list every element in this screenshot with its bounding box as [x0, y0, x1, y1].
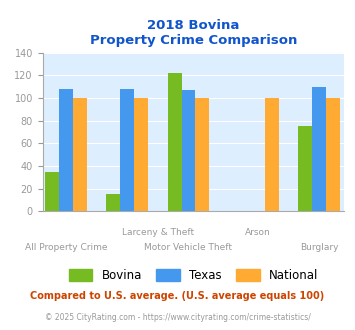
Bar: [73, 98, 87, 211]
Text: Motor Vehicle Theft: Motor Vehicle Theft: [144, 243, 233, 252]
Bar: [195, 98, 209, 211]
Bar: [45, 172, 59, 211]
Bar: [326, 98, 340, 211]
Text: © 2025 CityRating.com - https://www.cityrating.com/crime-statistics/: © 2025 CityRating.com - https://www.city…: [45, 313, 310, 322]
Text: Larceny & Theft: Larceny & Theft: [122, 228, 194, 237]
Title: 2018 Bovina
Property Crime Comparison: 2018 Bovina Property Crime Comparison: [90, 19, 297, 48]
Bar: [265, 98, 279, 211]
Bar: [312, 87, 326, 211]
Text: Burglary: Burglary: [300, 243, 339, 252]
Bar: [168, 73, 181, 211]
Bar: [120, 89, 134, 211]
Legend: Bovina, Texas, National: Bovina, Texas, National: [64, 265, 323, 287]
Text: Arson: Arson: [245, 228, 271, 237]
Text: All Property Crime: All Property Crime: [25, 243, 107, 252]
Bar: [181, 90, 195, 211]
Bar: [59, 89, 73, 211]
Bar: [134, 98, 148, 211]
Text: Compared to U.S. average. (U.S. average equals 100): Compared to U.S. average. (U.S. average …: [31, 291, 324, 301]
Bar: [299, 126, 312, 211]
Bar: [106, 194, 120, 211]
